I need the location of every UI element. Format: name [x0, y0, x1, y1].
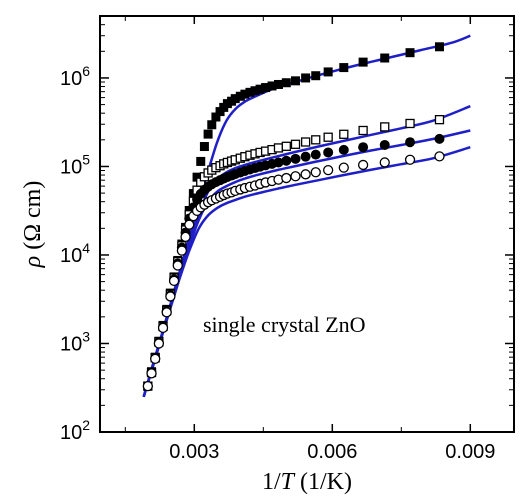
data-point-filled-circle	[323, 147, 334, 158]
data-point-filled-square	[380, 53, 390, 63]
x-tick-label-2: 0.009	[445, 441, 495, 463]
x-axis-title: 1/T (1/K)	[262, 469, 352, 495]
data-point-open-circle	[150, 353, 161, 365]
data-point-open-circle	[146, 368, 157, 379]
data-point-filled-square	[339, 63, 349, 73]
data-point-filled-circle	[310, 149, 321, 160]
data-point-open-square	[290, 139, 301, 149]
sample-annotation: single crystal ZnO	[203, 312, 366, 337]
data-point-open-square	[339, 129, 349, 139]
data-point-filled-square	[230, 94, 240, 104]
data-point-filled-square	[434, 42, 444, 52]
data-point-open-circle	[281, 172, 292, 184]
data-point-filled-square	[311, 71, 321, 81]
minor-ticks	[100, 15, 514, 432]
data-point-filled-circle	[405, 137, 416, 148]
data-point-filled-square	[358, 57, 368, 67]
data-point-open-circle	[168, 275, 180, 287]
data-point-filled-square	[281, 78, 291, 88]
data-point-open-circle	[176, 245, 188, 256]
data-point-filled-square	[273, 79, 283, 89]
data-point-open-circle	[165, 291, 176, 302]
data-point-open-circle	[310, 167, 321, 178]
data-point-open-circle	[142, 380, 153, 392]
x-tick-label-1: 0.006	[307, 441, 357, 463]
y-tick-label-4: 106	[60, 63, 90, 90]
data-point-open-square	[281, 141, 291, 151]
data-point-open-square	[311, 135, 321, 145]
data-point-open-square	[434, 115, 445, 125]
data-point-filled-square	[405, 48, 415, 58]
x-axis-title-variable: T	[281, 469, 296, 495]
data-point-open-circle	[290, 171, 301, 182]
data-point-open-circle	[180, 231, 191, 243]
data-point-open-circle	[161, 307, 172, 318]
data-point-filled-square	[291, 76, 300, 86]
y-axis-title-variable: ρ	[20, 256, 46, 269]
data-point-filled-circle	[290, 153, 301, 164]
x-axis-title-prefix: 1/	[262, 469, 281, 495]
data-point-filled-circle	[300, 151, 311, 162]
data-point-open-circle	[404, 154, 416, 165]
data-point-filled-circle	[379, 139, 390, 150]
y-tick-label-0: 102	[60, 417, 90, 444]
data-point-open-square	[358, 125, 368, 136]
data-point-open-square	[273, 143, 284, 153]
data-point-open-circle	[434, 151, 445, 162]
data-point-filled-square	[196, 156, 206, 166]
data-point-open-circle	[184, 219, 195, 230]
data-point-open-square	[380, 122, 390, 132]
data-point-filled-circle	[281, 155, 292, 166]
y-tick-label-3: 105	[60, 151, 90, 178]
data-point-filled-square	[323, 67, 333, 77]
data-point-filled-square	[255, 84, 265, 94]
data-point-filled-square	[207, 120, 217, 130]
data-point-filled-square	[250, 86, 260, 96]
data-point-open-circle	[357, 159, 369, 171]
data-point-filled-square	[301, 73, 311, 83]
x-axis-title-unit: (1/K)	[294, 469, 352, 495]
y-axis-ticks: 102 103 104 105 106	[60, 63, 514, 444]
plot-frame	[99, 15, 515, 433]
data-point-filled-circle	[434, 133, 445, 144]
data-point-filled-circle	[338, 144, 349, 155]
data-point-open-circle	[153, 338, 165, 349]
data-point-filled-square	[267, 81, 277, 91]
data-point-open-square	[323, 132, 333, 142]
x-tick-label-0: 0.003	[169, 441, 219, 463]
data-point-open-square	[300, 137, 311, 147]
y-tick-label-1: 103	[60, 328, 90, 355]
data-point-filled-square	[245, 87, 255, 97]
data-point-filled-square	[192, 172, 202, 182]
data-point-filled-square	[261, 83, 271, 93]
data-point-filled-square	[211, 112, 221, 122]
data-point-open-circle	[172, 260, 183, 271]
y-axis-title: ρ (Ω cm)	[20, 181, 46, 269]
series-3-markers	[142, 151, 445, 392]
data-point-filled-circle	[358, 142, 369, 153]
y-tick-label-2: 104	[60, 240, 90, 267]
data-point-filled-square	[199, 142, 209, 152]
data-point-filled-square	[240, 89, 250, 99]
data-point-open-circle	[323, 164, 334, 176]
y-axis-title-unit: (Ω cm)	[20, 181, 46, 256]
data-point-open-circle	[379, 157, 390, 168]
data-point-filled-circle	[273, 157, 284, 168]
data-point-filled-square	[235, 91, 245, 101]
data-point-open-circle	[338, 162, 349, 173]
data-markers	[142, 42, 445, 392]
data-point-open-circle	[300, 169, 311, 180]
data-point-open-square	[405, 118, 415, 129]
data-point-filled-square	[203, 129, 213, 139]
x-axis-ticks: 0.003 0.006 0.009	[169, 16, 495, 463]
data-point-open-circle	[157, 322, 169, 334]
